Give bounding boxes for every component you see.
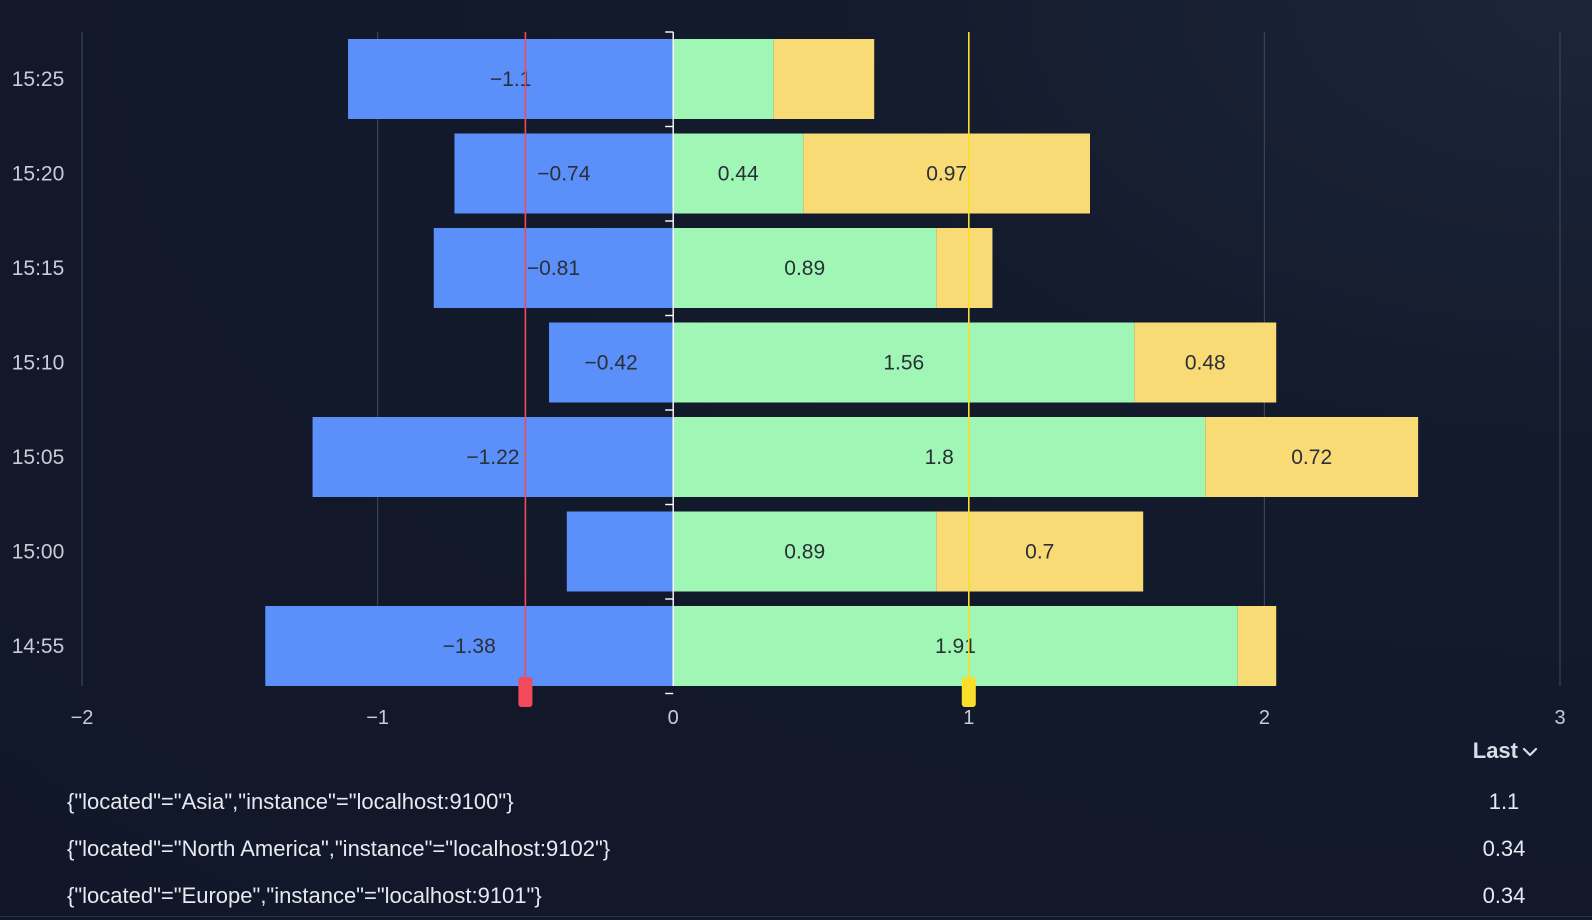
legend-series-value: 0.34: [1482, 836, 1526, 861]
legend-series-name: {"located"="North America","instance"="l…: [67, 836, 611, 861]
chevron-down-icon: [1522, 747, 1538, 757]
bar-value-label: 0.48: [1185, 352, 1226, 375]
bar-value-label: 0.7: [1025, 541, 1054, 564]
bar-value-label: −1.22: [466, 446, 519, 469]
bar-value-label: 1.8: [925, 446, 954, 469]
legend-series-value: 0.34: [1482, 883, 1526, 908]
bar-segment: [673, 39, 774, 119]
legend-row-asia[interactable]: {"located"="Asia","instance"="localhost:…: [67, 787, 1534, 817]
bar-value-label: 0.97: [926, 163, 967, 186]
x-tick-label: 2: [1259, 707, 1270, 729]
bar-segment: [673, 606, 1238, 686]
bar-value-label: −1.1: [490, 68, 531, 91]
legend-sort-header[interactable]: Last: [1473, 738, 1538, 764]
bar-segment: [673, 133, 804, 214]
bar-value-label: 0.89: [784, 541, 825, 564]
bar-segment: [673, 228, 937, 308]
bar-value-label: −1.38: [443, 635, 496, 658]
y-tick-label: 15:20: [12, 163, 65, 186]
x-tick-label: −1: [366, 707, 389, 729]
bar-chart: −1.1 15:25 −0.74 0.44 0.97 15:20 −0.81 0.89 15:1…: [12, 31, 1566, 729]
bar-segment: [1134, 322, 1277, 403]
x-tick-label: −2: [71, 707, 94, 729]
bar-segment: [433, 228, 674, 308]
legend-header-label: Last: [1472, 738, 1518, 763]
legend-series-name: {"located"="Asia","instance"="localhost:…: [67, 789, 514, 814]
x-tick-label: 3: [1554, 707, 1565, 729]
threshold-handle: [518, 677, 533, 707]
bar-segment: [1237, 606, 1277, 686]
bar-value-label: 1.91: [935, 635, 976, 658]
y-tick-label: 15:25: [12, 68, 65, 91]
bar-segment: [673, 417, 1206, 497]
bar-segment: [549, 322, 674, 403]
bar-segment: [454, 133, 674, 214]
bar-segment: [265, 606, 674, 686]
panel-bottom-border: [0, 916, 1592, 917]
bar-segment: [936, 511, 1144, 592]
bar-segment: [773, 39, 875, 119]
legend-series-value: 1.1: [1488, 789, 1520, 814]
y-tick-label: 15:00: [12, 541, 65, 564]
y-tick-label: 15:10: [12, 352, 65, 375]
bar-segment: [566, 511, 674, 592]
legend-series-name: {"located"="Europe","instance"="localhos…: [67, 883, 542, 908]
bar-value-label: 1.56: [883, 352, 924, 375]
bar-segment: [312, 417, 674, 497]
y-tick-label: 15:05: [12, 446, 65, 469]
legend-row-europe[interactable]: {"located"="Europe","instance"="localhos…: [67, 881, 1534, 911]
bar-value-label: −0.81: [527, 257, 580, 280]
bar-value-label: −0.74: [537, 163, 590, 186]
bar-segment: [936, 228, 993, 308]
bar-segment: [673, 322, 1135, 403]
x-tick-label: 0: [668, 707, 679, 729]
bar-value-label: 0.89: [784, 257, 825, 280]
bar-value-label: 0.72: [1291, 446, 1332, 469]
threshold-handle: [961, 677, 976, 707]
y-tick-label: 14:55: [12, 635, 65, 658]
bar-segment: [1205, 417, 1419, 497]
bar-segment: [673, 511, 937, 592]
y-tick-label: 15:15: [12, 257, 65, 280]
bar-value-label: −0.42: [585, 352, 638, 375]
bar-segment: [348, 39, 674, 119]
bar-value-label: 0.44: [718, 163, 759, 186]
legend-row-north-america[interactable]: {"located"="North America","instance"="l…: [67, 834, 1534, 864]
x-tick-label: 1: [963, 707, 974, 729]
bar-segment: [803, 133, 1090, 214]
